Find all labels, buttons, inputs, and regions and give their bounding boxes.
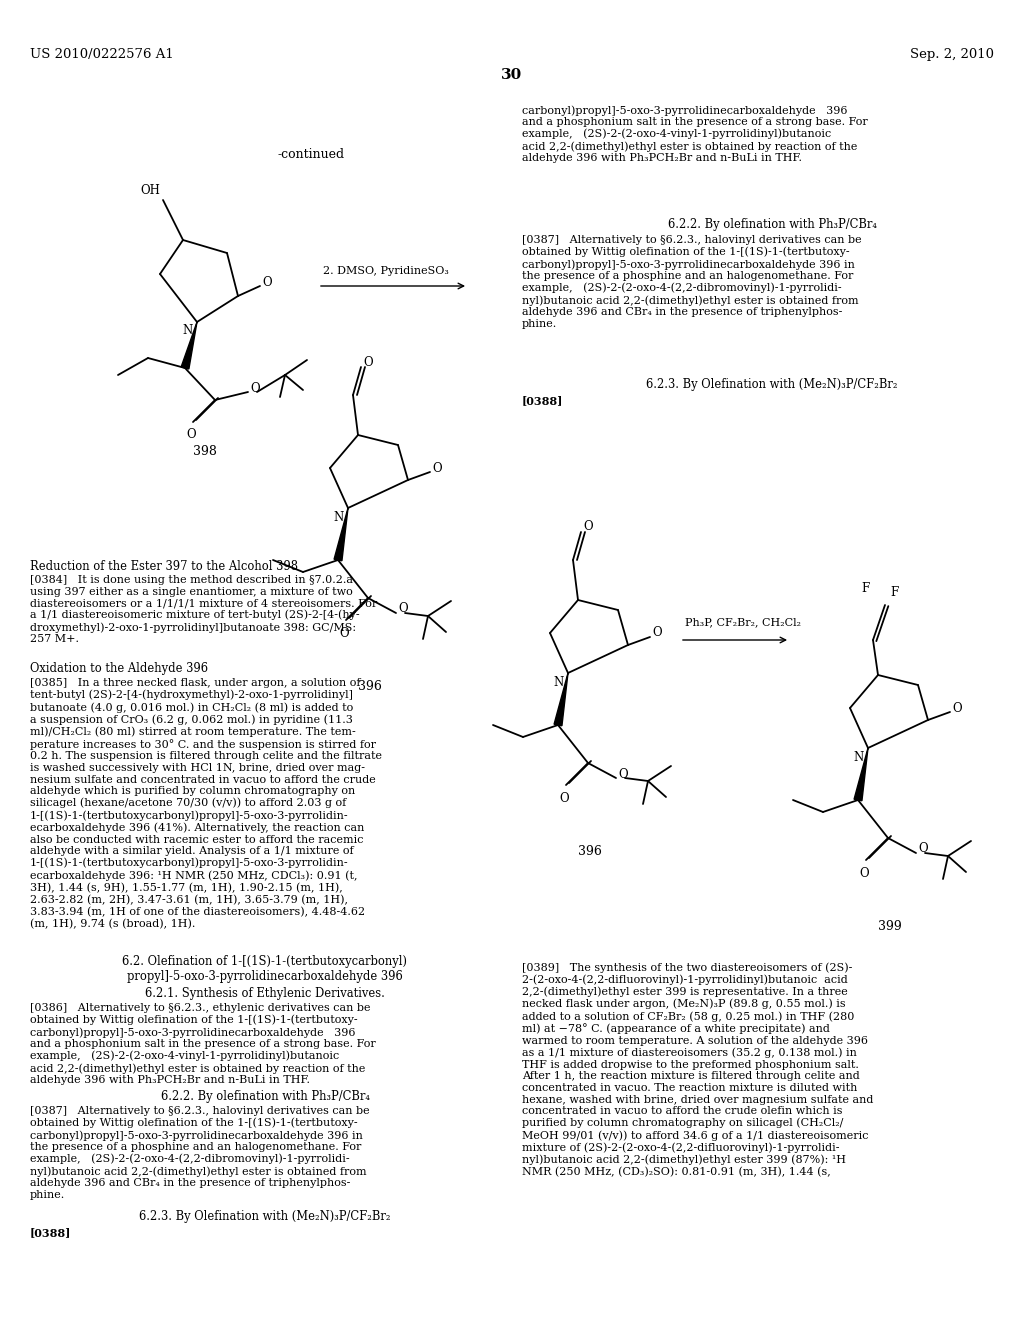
Text: OH: OH (140, 183, 160, 197)
Text: 6.2.3. By Olefination with (Me₂N)₃P/CF₂Br₂: 6.2.3. By Olefination with (Me₂N)₃P/CF₂B… (646, 378, 898, 391)
Text: N: N (334, 511, 344, 524)
Text: N: N (182, 323, 193, 337)
Text: F: F (862, 582, 870, 595)
Text: 6.2.2. By olefination with Ph₃P/CBr₄: 6.2.2. By olefination with Ph₃P/CBr₄ (161, 1090, 370, 1104)
Text: O: O (918, 842, 928, 855)
Text: [0389]   The synthesis of the two diastereoisomers of (2S)-
2-(2-oxo-4-(2,2-difl: [0389] The synthesis of the two diastere… (522, 962, 873, 1177)
Text: [0387]   Alternatively to §6.2.3., halovinyl derivatives can be
obtained by Witt: [0387] Alternatively to §6.2.3., halovin… (30, 1106, 370, 1200)
Text: [0385]   In a three necked flask, under argon, a solution of
tent-butyl (2S)-2-[: [0385] In a three necked flask, under ar… (30, 678, 382, 929)
Text: 399: 399 (879, 920, 902, 933)
Text: [0388]: [0388] (522, 395, 563, 407)
Text: O: O (398, 602, 408, 615)
Text: Sep. 2, 2010: Sep. 2, 2010 (910, 48, 994, 61)
Text: 396: 396 (358, 680, 382, 693)
Text: O: O (859, 867, 868, 880)
Text: Ph₃P, CF₂Br₂, CH₂Cl₂: Ph₃P, CF₂Br₂, CH₂Cl₂ (685, 616, 801, 627)
Text: 6.2.2. By olefination with Ph₃P/CBr₄: 6.2.2. By olefination with Ph₃P/CBr₄ (668, 218, 877, 231)
Text: US 2010/0222576 A1: US 2010/0222576 A1 (30, 48, 174, 61)
Text: O: O (583, 520, 593, 533)
Polygon shape (334, 508, 348, 561)
Text: Oxidation to the Aldehyde 396: Oxidation to the Aldehyde 396 (30, 663, 208, 675)
Text: -continued: -continued (278, 148, 345, 161)
Polygon shape (181, 322, 197, 370)
Polygon shape (854, 748, 868, 801)
Text: O: O (559, 792, 568, 805)
Text: 398: 398 (194, 445, 217, 458)
Text: 2. DMSO, PyridineSO₃: 2. DMSO, PyridineSO₃ (323, 267, 449, 276)
Text: 30: 30 (502, 69, 522, 82)
Text: 396: 396 (579, 845, 602, 858)
Text: propyl]-5-oxo-3-pyrrolidinecarboxaldehyde 396: propyl]-5-oxo-3-pyrrolidinecarboxaldehyd… (127, 970, 402, 983)
Text: [0387]   Alternatively to §6.2.3., halovinyl derivatives can be
obtained by Witt: [0387] Alternatively to §6.2.3., halovin… (522, 235, 861, 329)
Text: O: O (186, 428, 196, 441)
Text: O: O (362, 355, 373, 368)
Text: O: O (618, 767, 628, 780)
Text: O: O (432, 462, 441, 474)
Text: N: N (554, 676, 564, 689)
Text: carbonyl)propyl]-5-oxo-3-pyrrolidinecarboxaldehyde   396
and a phosphonium salt : carbonyl)propyl]-5-oxo-3-pyrrolidinecarb… (522, 106, 867, 164)
Text: O: O (262, 276, 271, 289)
Text: [0388]: [0388] (30, 1228, 72, 1238)
Polygon shape (554, 673, 568, 726)
Text: N: N (854, 751, 864, 764)
Text: 6.2.3. By Olefination with (Me₂N)₃P/CF₂Br₂: 6.2.3. By Olefination with (Me₂N)₃P/CF₂B… (139, 1210, 391, 1224)
Text: 6.2. Olefination of 1-[(1S)-1-(tertbutoxycarbonyl): 6.2. Olefination of 1-[(1S)-1-(tertbutox… (123, 954, 408, 968)
Text: O: O (652, 627, 662, 639)
Text: O: O (339, 627, 349, 640)
Text: F: F (890, 586, 898, 599)
Text: O: O (250, 381, 260, 395)
Text: Reduction of the Ester 397 to the Alcohol 398: Reduction of the Ester 397 to the Alcoho… (30, 560, 298, 573)
Text: [0384]   It is done using the method described in §7.0.2.a
using 397 either as a: [0384] It is done using the method descr… (30, 576, 377, 644)
Text: O: O (952, 701, 962, 714)
Text: [0386]   Alternatively to §6.2.3., ethylenic derivatives can be
obtained by Witt: [0386] Alternatively to §6.2.3., ethylen… (30, 1003, 376, 1085)
Text: 6.2.1. Synthesis of Ethylenic Derivatives.: 6.2.1. Synthesis of Ethylenic Derivative… (145, 987, 385, 1001)
